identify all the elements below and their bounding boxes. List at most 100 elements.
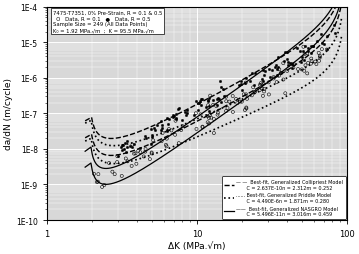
Point xyxy=(170,113,176,117)
Y-axis label: da/dN (m/cycle): da/dN (m/cycle) xyxy=(4,78,13,150)
Point xyxy=(294,47,299,51)
Point xyxy=(122,141,128,146)
Point xyxy=(150,139,156,143)
Point xyxy=(249,94,255,98)
Point xyxy=(194,128,199,132)
Point xyxy=(184,112,190,116)
Point xyxy=(292,63,297,67)
Point xyxy=(238,80,244,84)
Point xyxy=(298,61,304,65)
Point xyxy=(164,117,170,121)
Point xyxy=(280,62,286,66)
Point xyxy=(308,52,314,56)
Point xyxy=(225,106,230,110)
Point xyxy=(323,35,329,39)
Point xyxy=(132,152,138,156)
Point xyxy=(147,157,153,162)
Point xyxy=(285,60,291,65)
Point xyxy=(142,134,148,138)
Point xyxy=(215,97,221,101)
Point xyxy=(143,147,148,151)
Point xyxy=(109,170,115,174)
Point xyxy=(143,136,149,140)
Point xyxy=(276,74,282,78)
Point xyxy=(331,23,337,27)
Point xyxy=(266,81,271,85)
Point xyxy=(267,75,272,80)
Point xyxy=(200,125,205,129)
Point xyxy=(206,109,211,113)
Point xyxy=(99,185,105,189)
Point xyxy=(319,48,325,52)
Point xyxy=(300,45,306,50)
Point xyxy=(207,114,213,118)
Point xyxy=(300,50,306,54)
Point xyxy=(114,160,120,164)
Point xyxy=(217,80,223,84)
Point xyxy=(215,113,220,117)
Point xyxy=(166,128,172,132)
Point xyxy=(218,86,224,90)
Point xyxy=(131,142,136,146)
Point xyxy=(150,133,155,137)
Point xyxy=(318,33,324,37)
Point xyxy=(302,58,307,62)
Point xyxy=(198,113,204,117)
Point xyxy=(284,50,289,54)
Point xyxy=(304,72,310,76)
Point xyxy=(215,111,221,115)
Point xyxy=(176,141,182,146)
Point xyxy=(262,70,268,74)
Point xyxy=(152,129,158,133)
Point xyxy=(278,72,284,76)
Point xyxy=(95,172,101,177)
Point xyxy=(148,142,154,146)
Point xyxy=(250,86,256,90)
Point xyxy=(210,103,216,107)
Point xyxy=(151,127,157,131)
Point xyxy=(278,72,284,76)
Point xyxy=(305,61,311,66)
Point xyxy=(249,72,255,76)
Point xyxy=(295,68,301,72)
Point xyxy=(243,106,249,110)
Point xyxy=(182,111,188,115)
Point xyxy=(261,73,267,77)
Point xyxy=(313,63,319,67)
Point xyxy=(207,94,213,98)
Point xyxy=(290,66,296,70)
Point xyxy=(170,116,176,120)
Point xyxy=(243,93,249,97)
Point xyxy=(324,47,330,51)
Point xyxy=(321,43,326,47)
Point xyxy=(165,122,171,126)
Point xyxy=(301,69,307,73)
Point xyxy=(163,143,169,147)
Point xyxy=(143,150,148,154)
Point xyxy=(216,98,222,102)
Point xyxy=(230,110,236,115)
Point xyxy=(130,143,135,147)
Point xyxy=(159,123,164,127)
Point xyxy=(271,77,276,81)
Point xyxy=(258,83,264,87)
Point xyxy=(173,112,178,116)
Point xyxy=(243,107,249,111)
Point xyxy=(247,79,253,83)
Point xyxy=(237,84,242,88)
Point xyxy=(134,162,139,166)
Point xyxy=(214,105,219,109)
Point xyxy=(164,130,170,134)
Point xyxy=(199,98,205,102)
Point xyxy=(242,108,248,113)
Point xyxy=(243,77,249,81)
Point xyxy=(316,52,322,56)
Point xyxy=(141,155,146,159)
Point xyxy=(266,93,272,97)
Point xyxy=(257,89,262,93)
Point xyxy=(119,149,125,153)
Point xyxy=(280,78,286,82)
Point xyxy=(239,88,245,92)
Point xyxy=(159,126,165,130)
Point xyxy=(305,46,311,51)
